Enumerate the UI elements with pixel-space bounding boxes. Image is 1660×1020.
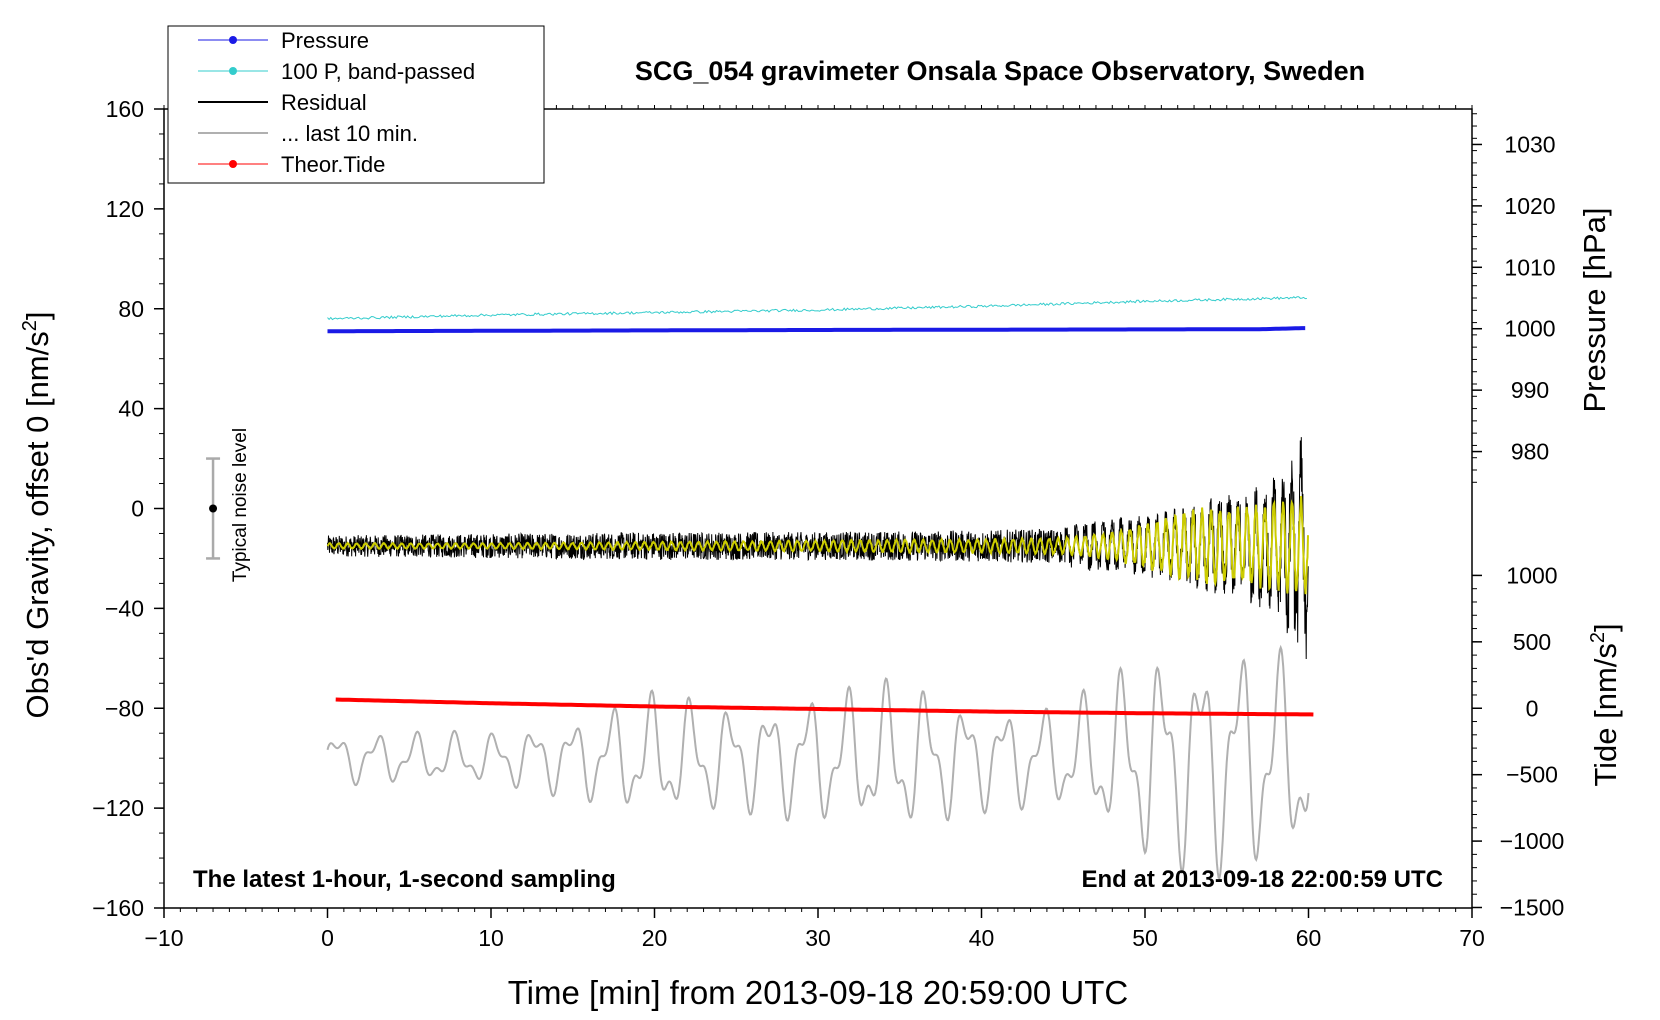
x-tick-label: −10 [144, 925, 183, 951]
y-tick-label: −80 [105, 695, 144, 721]
tide-tick-label: 500 [1513, 629, 1551, 655]
tide-tick-label: 1000 [1506, 562, 1557, 588]
pressure-tick-label: 1020 [1504, 193, 1555, 219]
x-tick-label: 0 [321, 925, 334, 951]
series-layer [326, 296, 1314, 880]
pressure-axis-label: Pressure [hPa] [1577, 207, 1612, 412]
legend-box [167, 25, 545, 184]
series-last-10-min [326, 644, 1310, 880]
legend-label: Pressure [281, 28, 369, 53]
y-tick-label: 0 [131, 496, 144, 522]
x-tick-label: 70 [1459, 925, 1485, 951]
x-tick-label: 60 [1296, 925, 1322, 951]
y-tick-label: −40 [105, 595, 144, 621]
chart-title: SCG_054 gravimeter Onsala Space Observat… [635, 56, 1365, 86]
legend-label: ... last 10 min. [281, 121, 418, 146]
legend-swatch-marker [229, 160, 237, 168]
tide-tick-label: −1000 [1500, 828, 1565, 854]
series-residual-smoothed [326, 495, 1309, 595]
pressure-tick-label: 1030 [1504, 131, 1555, 157]
x-tick-label: 50 [1132, 925, 1158, 951]
series-theor-tide [335, 697, 1314, 717]
x-tick-label: 20 [642, 925, 668, 951]
y-tick-label: 160 [106, 96, 144, 122]
tide-tick-label: 0 [1526, 695, 1539, 721]
legend-swatch-marker [229, 36, 237, 44]
legend-label: 100 P, band-passed [281, 59, 475, 84]
noise-bar-center [209, 504, 218, 513]
legend-label: Theor.Tide [281, 152, 385, 177]
y-tick-label: 80 [118, 296, 144, 322]
legend-swatch-marker [229, 67, 237, 75]
tide-tick-label: −500 [1506, 762, 1558, 788]
pressure-tick-label: 990 [1511, 377, 1549, 403]
pressure-tick-label: 1000 [1504, 316, 1555, 342]
series-residual [327, 437, 1309, 660]
series-band-passed [327, 296, 1307, 321]
x-tick-label: 30 [805, 925, 831, 951]
y-tick-label: −120 [92, 795, 144, 821]
y-tick-label: 120 [106, 196, 144, 222]
legend-label: Residual [281, 90, 367, 115]
pressure-tick-label: 1010 [1504, 254, 1555, 280]
axis-ticks: −10 0 10 20 30 40 50 60 70−160−120−80−4004080120… [92, 96, 1564, 951]
noise-level-label: Typical noise level [230, 428, 251, 582]
end-time-annotation: End at 2013-09-18 22:00:59 UTC [1082, 866, 1444, 893]
x-tick-label: 10 [478, 925, 504, 951]
series-pressure [327, 326, 1306, 334]
y-axis-label: Obs'd Gravity, offset 0 [nm/s2] [19, 312, 55, 719]
tide-axis-label: Tide [nm/s2] [1587, 623, 1623, 786]
pressure-tick-label: 980 [1511, 439, 1549, 465]
noise-level-bar [206, 457, 221, 560]
y-tick-label: 40 [118, 396, 144, 422]
legend: Pressure 100 P, band-passed Residual ... la… [167, 25, 545, 184]
x-tick-label: 40 [969, 925, 995, 951]
x-axis-label: Time [min] from 2013-09-18 20:59:00 UTC [508, 974, 1129, 1011]
tide-tick-label: −1500 [1500, 895, 1565, 921]
sampling-annotation: The latest 1-hour, 1-second sampling [193, 866, 616, 893]
y-tick-label: −160 [92, 895, 144, 921]
